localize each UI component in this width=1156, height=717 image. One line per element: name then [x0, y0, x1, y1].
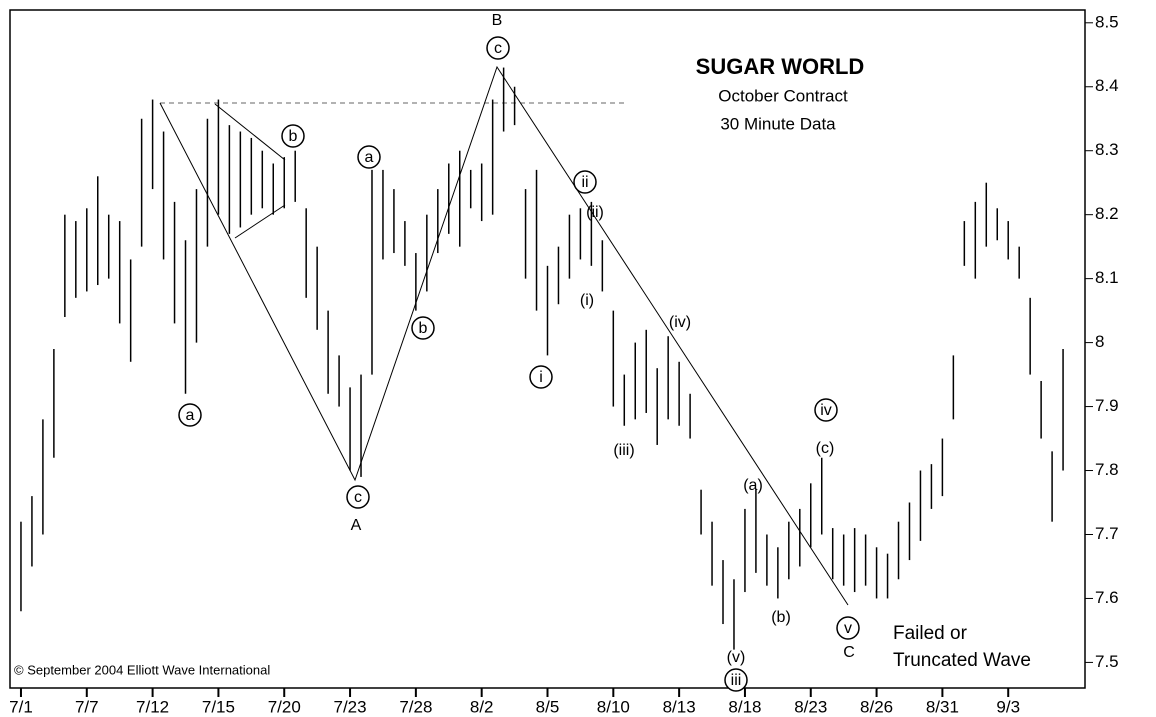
wave-label: b	[289, 128, 298, 145]
wave-circle	[281, 124, 305, 148]
x-tick-label: 8/10	[597, 697, 630, 716]
wave-label: (v)	[727, 649, 746, 666]
wave-label: c	[354, 489, 362, 506]
chart-title: SUGAR WORLD	[696, 54, 865, 79]
wave-circle	[486, 36, 510, 60]
wave-circle	[573, 170, 597, 194]
wave-label: (iv)	[669, 314, 691, 331]
y-tick-label: 8.2	[1095, 204, 1119, 223]
y-tick-label: 8.3	[1095, 140, 1119, 159]
wave-circle	[357, 145, 381, 169]
wave-label: v	[844, 620, 852, 637]
x-tick-label: 7/23	[334, 697, 367, 716]
x-tick-label: 8/26	[860, 697, 893, 716]
wave-circle	[836, 616, 860, 640]
x-tick-label: 7/1	[9, 697, 33, 716]
wave-label: a	[365, 149, 374, 166]
x-tick-label: 8/13	[663, 697, 696, 716]
wave-label: C	[843, 644, 855, 661]
y-tick-label: 8.5	[1095, 12, 1119, 31]
wave-label: iii	[731, 672, 742, 689]
y-tick-label: 7.7	[1095, 524, 1119, 543]
wave-label: (ii)	[586, 204, 604, 221]
wave-label: (i)	[580, 292, 594, 309]
wave-label: ii	[581, 174, 588, 191]
wave-circle	[411, 316, 435, 340]
wave-label: (b)	[771, 609, 791, 626]
wave-label: iv	[820, 402, 832, 419]
y-tick-label: 8	[1095, 332, 1104, 351]
wave-circle	[346, 485, 370, 509]
credit: © September 2004 Elliott Wave Internatio…	[14, 662, 270, 677]
y-tick-label: 8.4	[1095, 76, 1119, 95]
x-tick-label: 9/3	[996, 697, 1020, 716]
wave-label: A	[351, 517, 362, 534]
y-tick-label: 7.9	[1095, 396, 1119, 415]
x-tick-label: 7/20	[268, 697, 301, 716]
y-tick-label: 7.5	[1095, 652, 1119, 671]
wave-label: c	[494, 40, 502, 57]
triangle-line	[234, 204, 286, 239]
wave-label: Truncated Wave	[893, 650, 1031, 671]
wave-label: (c)	[816, 440, 835, 457]
y-tick-label: 8.1	[1095, 268, 1119, 287]
x-tick-label: 7/12	[136, 697, 169, 716]
x-tick-label: 8/2	[470, 697, 494, 716]
x-tick-label: 8/18	[728, 697, 761, 716]
wave-line	[159, 65, 849, 606]
subtitle: 30 Minute Data	[720, 114, 836, 133]
wave-circle	[724, 668, 748, 692]
x-tick-label: 8/23	[794, 697, 827, 716]
wave-circle	[178, 403, 202, 427]
wave-label: a	[186, 407, 195, 424]
x-tick-label: 7/7	[75, 697, 99, 716]
x-tick-label: 8/31	[926, 697, 959, 716]
wave-label: B	[492, 12, 503, 29]
x-tick-label: 7/28	[399, 697, 432, 716]
wave-circle	[814, 398, 838, 422]
subtitle: October Contract	[718, 86, 848, 105]
y-tick-label: 7.6	[1095, 588, 1119, 607]
wave-label: Failed or	[893, 623, 968, 644]
y-tick-label: 7.8	[1095, 460, 1119, 479]
wave-label: b	[419, 320, 428, 337]
x-tick-label: 8/5	[536, 697, 560, 716]
x-tick-label: 7/15	[202, 697, 235, 716]
triangle-line	[214, 103, 286, 161]
wave-circle	[529, 365, 553, 389]
wave-label: i	[539, 369, 543, 386]
wave-label: (iii)	[613, 442, 634, 459]
wave-label: (a)	[743, 477, 763, 494]
